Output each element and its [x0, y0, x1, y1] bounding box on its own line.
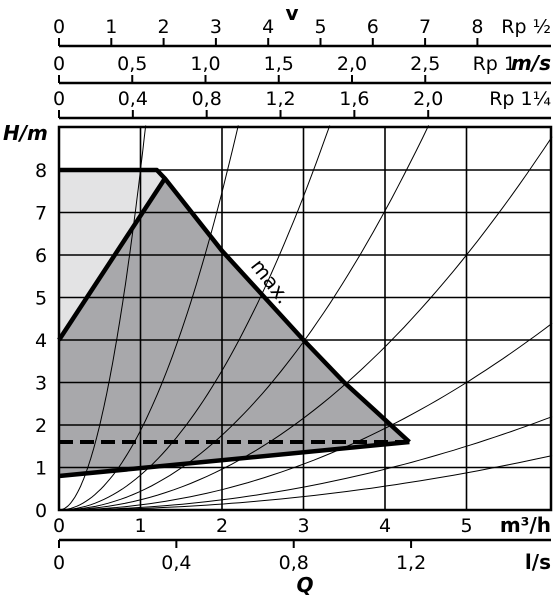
pipe-label: Rp ½ — [501, 16, 551, 38]
y-tick-label: 3 — [35, 373, 47, 395]
x-tick-label: 4 — [379, 515, 391, 537]
system-curve — [58, 322, 553, 511]
pipe-label: Rp 1 — [473, 53, 516, 75]
system-curves-layer — [58, 125, 553, 511]
y-tick-label: 2 — [35, 415, 47, 437]
velocity-tick-label: 8 — [471, 16, 483, 38]
velocity-tick-label: 1,2 — [265, 88, 295, 110]
ls-tick-label: 0 — [53, 552, 65, 574]
velocity-tick-label: 1,0 — [190, 53, 220, 75]
ls-tick-label: 0,4 — [161, 552, 191, 574]
system-curve — [59, 416, 553, 511]
x-unit-m3h: m³/h — [500, 513, 551, 537]
velocity-tick-label: 0,4 — [118, 88, 148, 110]
velocity-symbol: v — [285, 1, 298, 25]
pipe-label: Rp 1¼ — [489, 88, 551, 110]
velocity-unit: m/s — [511, 51, 551, 75]
y-tick-label: 7 — [35, 203, 47, 225]
velocity-tick-label: 5 — [314, 16, 326, 38]
system-curve — [59, 455, 553, 511]
system-curve — [58, 125, 239, 511]
x-tick-label: 5 — [460, 515, 472, 537]
y-axis-label: H/m — [3, 121, 48, 145]
x-tick-label: 0 — [53, 515, 65, 537]
x-axis-label: Q — [296, 573, 313, 597]
velocity-tick-label: 2,0 — [413, 88, 443, 110]
velocity-tick-label: 6 — [367, 16, 379, 38]
y-tick-label: 6 — [35, 245, 47, 267]
velocity-tick-label: 2,0 — [337, 53, 367, 75]
velocity-tick-label: 1,6 — [339, 88, 369, 110]
x-tick-label: 3 — [297, 515, 309, 537]
x-unit-ls: l/s — [525, 550, 551, 574]
x-tick-label: 1 — [134, 515, 146, 537]
max-curve — [59, 167, 411, 444]
y-tick-label: 0 — [35, 500, 47, 522]
plot-area — [57, 125, 553, 512]
min-curve — [57, 177, 167, 342]
y-tick-label: 4 — [35, 330, 47, 352]
system-curve — [58, 125, 430, 511]
plot-frame — [57, 125, 553, 512]
ls-tick-label: 1,2 — [396, 552, 426, 574]
velocity-tick-label: 3 — [210, 16, 222, 38]
velocity-tick-label: 4 — [262, 16, 274, 38]
x-tick-label: 2 — [216, 515, 228, 537]
y-tick-label: 8 — [35, 160, 47, 182]
velocity-tick-label: 0 — [53, 53, 65, 75]
velocity-tick-label: 1,5 — [264, 53, 294, 75]
y-tick-label: 5 — [35, 288, 47, 310]
velocity-tick-label: 7 — [419, 16, 431, 38]
velocity-tick-label: 0 — [53, 16, 65, 38]
velocity-tick-label: 0 — [53, 88, 65, 110]
system-curve — [58, 125, 147, 511]
velocity-tick-label: 1 — [105, 16, 117, 38]
velocity-tick-label: 0,5 — [117, 53, 147, 75]
y-tick-label: 1 — [35, 458, 47, 480]
system-curve — [58, 125, 331, 511]
ls-tick-label: 0,8 — [279, 552, 309, 574]
velocity-tick-label: 2,5 — [410, 53, 440, 75]
min-speed-line — [58, 439, 410, 479]
system-curve — [58, 136, 553, 511]
axes-layer — [58, 38, 551, 548]
velocity-tick-label: 0,8 — [192, 88, 222, 110]
velocity-tick-label: 2 — [158, 16, 170, 38]
pump-curves-layer — [57, 167, 411, 479]
operating-field — [59, 170, 410, 476]
